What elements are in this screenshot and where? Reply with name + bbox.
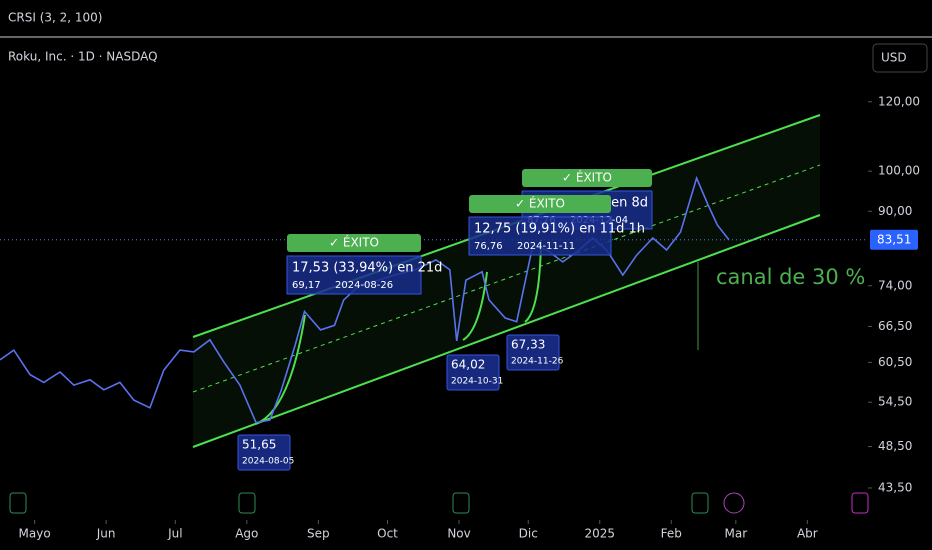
channel-label: canal de 30 % [716, 265, 865, 289]
target-date: 2024-08-26 [335, 280, 393, 291]
y-tick-label: 66,50 [878, 319, 912, 333]
last-price-label: 83,51 [877, 232, 911, 246]
badge-text: ✓ ÉXITO [515, 196, 565, 211]
y-tick-label: 60,50 [878, 355, 912, 369]
target-change: en 8d [611, 196, 648, 211]
y-tick-label: 100,00 [878, 164, 920, 178]
badge [469, 195, 611, 213]
currency-box[interactable] [872, 43, 928, 73]
arrow [462, 271, 488, 341]
x-tick-label: Nov [447, 527, 470, 541]
x-tick-label: Oct [377, 527, 398, 541]
last-price-box [870, 229, 918, 250]
target-change: 17,53 (33,94%) en 21d [292, 261, 442, 276]
low-date: 2024-08-05 [242, 457, 294, 467]
x-tick-label: Ago [235, 527, 258, 541]
y-tick-label: 74,00 [878, 278, 912, 292]
indicator: CRSI (3, 2, 100) [8, 11, 102, 25]
low-box [237, 434, 291, 471]
y-tick-label: 54,50 [878, 395, 912, 409]
earnings-icon[interactable] [691, 492, 709, 514]
y-tick-label: 48,50 [878, 439, 912, 453]
low-price: 67,33 [511, 338, 545, 352]
x-tick-label: Mayo [19, 527, 51, 541]
x-tick-label: Jul [167, 527, 182, 541]
x-tick-label: Dic [519, 527, 538, 541]
target-box [286, 255, 422, 295]
badge-text: ✓ ÉXITO [329, 235, 379, 250]
earnings-icon[interactable] [9, 492, 27, 514]
badge [522, 169, 652, 187]
low-date: 2024-11-26 [511, 357, 564, 367]
x-tick-label: Feb [661, 527, 682, 541]
x-tick-label: Jun [96, 527, 116, 541]
target-price: 76,76 [474, 241, 503, 252]
channel-fill [193, 115, 820, 447]
x-tick-label: Abr [797, 527, 818, 541]
badge-text: ✓ ÉXITO [562, 170, 612, 185]
symbol: Roku, Inc. · 1D · NASDAQ [8, 50, 158, 64]
event-icon[interactable] [851, 492, 869, 514]
channel-mid [192, 164, 821, 393]
y-tick-label: 120,00 [878, 94, 920, 108]
y-tick-label: 90,00 [878, 204, 912, 218]
channel-bottom [192, 214, 821, 448]
low-price: 64,02 [451, 358, 485, 372]
target-change: 12,75 (19,91%) en 11d 1h [474, 222, 645, 237]
events [9, 492, 869, 514]
target-box [468, 216, 612, 256]
x-tick-label: Sep [307, 527, 330, 541]
low-box [506, 334, 560, 371]
earnings-icon[interactable] [238, 492, 256, 514]
x-tick-label: Mar [725, 527, 748, 541]
low-price: 51,65 [242, 438, 276, 452]
currency[interactable]: USD [881, 51, 907, 65]
target-price: 69,17 [292, 280, 321, 291]
x-tick-label: 2025 [584, 527, 615, 541]
low-date: 2024-10-31 [451, 377, 503, 387]
target-date: 2024-11-11 [517, 241, 575, 252]
badge [287, 234, 421, 252]
low-box [446, 354, 500, 391]
split-icon[interactable] [723, 492, 745, 514]
arrow [255, 314, 306, 425]
y-tick-label: 43,50 [878, 480, 912, 494]
earnings-icon[interactable] [452, 492, 470, 514]
